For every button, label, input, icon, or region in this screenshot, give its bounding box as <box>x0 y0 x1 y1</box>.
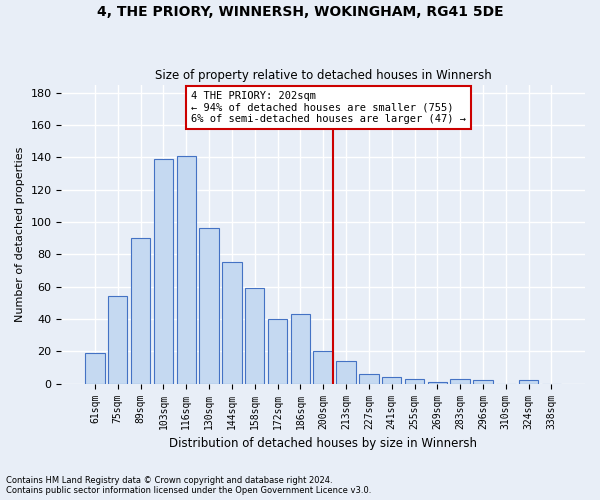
Title: Size of property relative to detached houses in Winnersh: Size of property relative to detached ho… <box>155 69 491 82</box>
Bar <box>473 380 493 384</box>
X-axis label: Distribution of detached houses by size in Winnersh: Distribution of detached houses by size … <box>169 437 477 450</box>
Bar <box>382 377 401 384</box>
Y-axis label: Number of detached properties: Number of detached properties <box>15 146 25 322</box>
Bar <box>359 374 379 384</box>
Bar <box>222 262 242 384</box>
Bar <box>428 382 447 384</box>
Bar <box>268 319 287 384</box>
Bar <box>519 380 538 384</box>
Bar <box>290 314 310 384</box>
Bar <box>451 379 470 384</box>
Bar <box>154 159 173 384</box>
Bar <box>108 296 127 384</box>
Bar <box>85 353 104 384</box>
Bar <box>313 352 333 384</box>
Text: Contains HM Land Registry data © Crown copyright and database right 2024.
Contai: Contains HM Land Registry data © Crown c… <box>6 476 371 495</box>
Bar <box>337 361 356 384</box>
Bar <box>405 379 424 384</box>
Text: 4 THE PRIORY: 202sqm
← 94% of detached houses are smaller (755)
6% of semi-detac: 4 THE PRIORY: 202sqm ← 94% of detached h… <box>191 91 466 124</box>
Bar <box>176 156 196 384</box>
Text: 4, THE PRIORY, WINNERSH, WOKINGHAM, RG41 5DE: 4, THE PRIORY, WINNERSH, WOKINGHAM, RG41… <box>97 5 503 19</box>
Bar <box>131 238 150 384</box>
Bar <box>199 228 219 384</box>
Bar <box>245 288 265 384</box>
